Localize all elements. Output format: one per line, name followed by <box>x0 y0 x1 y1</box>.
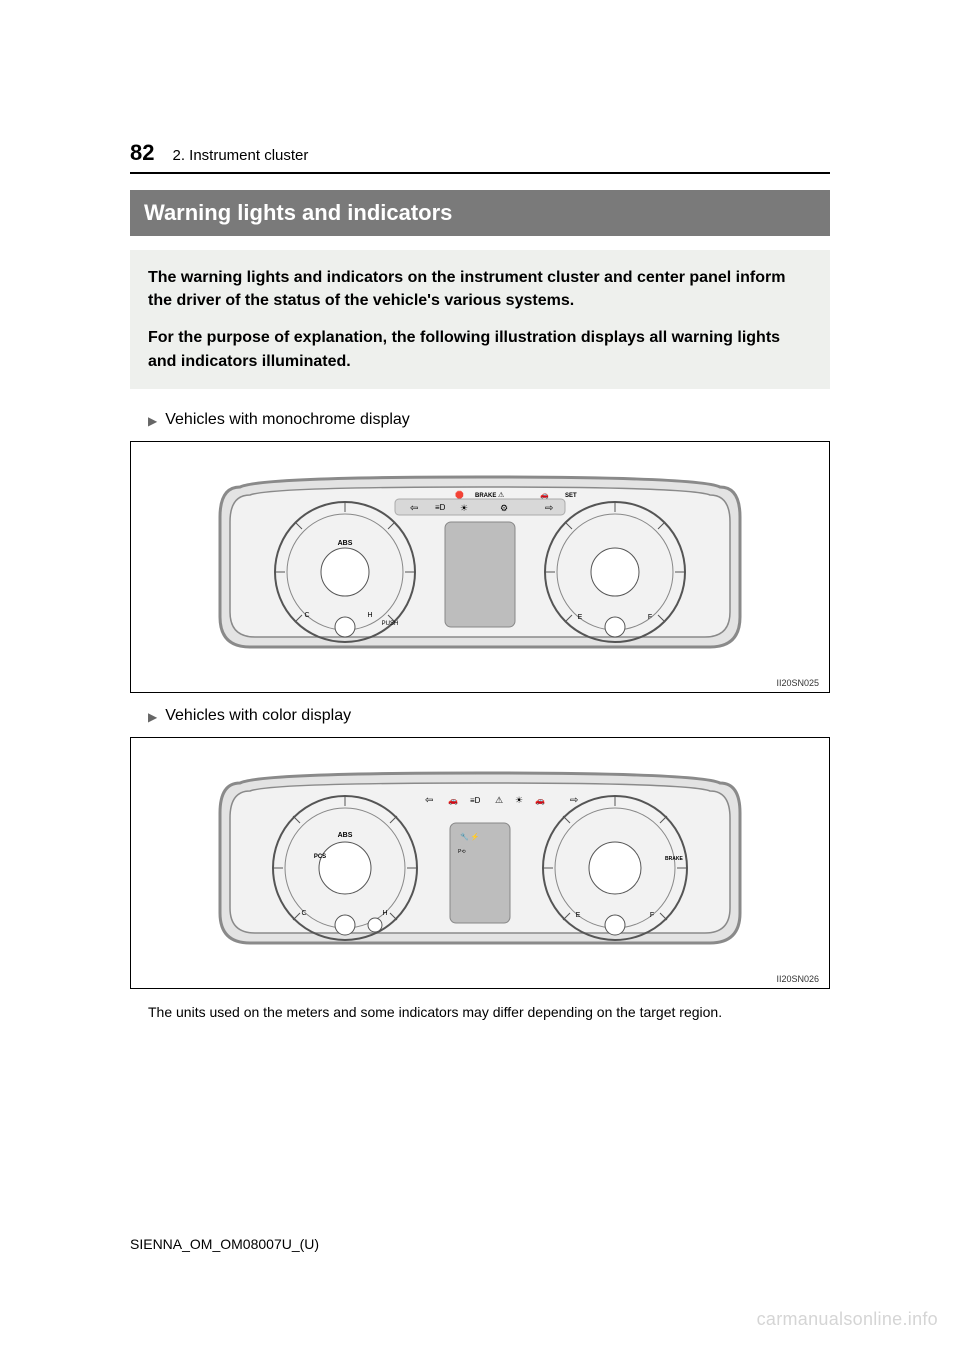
svg-text:C: C <box>304 612 309 619</box>
svg-text:⇦: ⇦ <box>410 503 418 514</box>
svg-text:⇨: ⇨ <box>545 503 553 514</box>
svg-text:P⟲: P⟲ <box>458 849 466 855</box>
page-header: 82 2. Instrument cluster <box>130 140 830 174</box>
bullet-text: Vehicles with color display <box>165 707 351 725</box>
svg-text:H: H <box>382 910 387 917</box>
figure-color-cluster: ABS PCS C H BRAKE E F 🔧 ⚡ P⟲ <box>130 737 830 989</box>
svg-text:BRAKE: BRAKE <box>475 493 496 499</box>
svg-text:⇦: ⇦ <box>425 795 433 806</box>
svg-text:≡D: ≡D <box>435 503 446 512</box>
figure-caption: The units used on the meters and some in… <box>148 1003 830 1023</box>
intro-box: The warning lights and indicators on the… <box>130 250 830 389</box>
figure-code: II20SN025 <box>776 678 819 688</box>
svg-text:PUSH: PUSH <box>382 621 399 627</box>
document-id: SIENNA_OM_OM08007U_(U) <box>130 1236 319 1252</box>
bullet-color: ▶ Vehicles with color display <box>148 707 830 727</box>
page-number: 82 <box>130 140 154 166</box>
svg-text:⚙: ⚙ <box>500 503 508 513</box>
section-label: 2. Instrument cluster <box>172 147 308 164</box>
svg-text:PCS: PCS <box>314 854 326 860</box>
svg-text:≡D: ≡D <box>470 796 481 805</box>
svg-text:ABS: ABS <box>338 540 353 547</box>
svg-text:🚗: 🚗 <box>535 796 545 805</box>
bullet-text: Vehicles with monochrome display <box>165 411 410 429</box>
svg-text:ABS: ABS <box>338 832 353 839</box>
svg-text:SET: SET <box>565 493 577 499</box>
svg-text:BRAKE: BRAKE <box>665 856 683 862</box>
svg-text:F: F <box>648 614 652 621</box>
instrument-cluster-illustration: ABS PCS C H BRAKE E F 🔧 ⚡ P⟲ <box>200 763 760 963</box>
svg-text:🛑: 🛑 <box>455 490 464 499</box>
bullet-icon: ▶ <box>148 707 157 727</box>
svg-text:⚠: ⚠ <box>498 491 504 499</box>
section-title: Warning lights and indicators <box>130 190 830 236</box>
svg-text:E: E <box>576 912 581 919</box>
svg-text:🔧 ⚡: 🔧 ⚡ <box>460 832 479 841</box>
svg-text:E: E <box>578 614 583 621</box>
svg-text:☀: ☀ <box>515 795 523 805</box>
svg-text:C: C <box>301 910 306 917</box>
svg-text:🚗: 🚗 <box>448 796 458 805</box>
intro-paragraph-1: The warning lights and indicators on the… <box>148 266 812 312</box>
svg-text:F: F <box>650 912 654 919</box>
figure-code: II20SN026 <box>776 974 819 984</box>
svg-text:⇨: ⇨ <box>570 795 578 806</box>
watermark: carmanualsonline.info <box>757 1309 938 1330</box>
bullet-icon: ▶ <box>148 411 157 431</box>
svg-text:⚠: ⚠ <box>495 795 503 805</box>
svg-text:H: H <box>367 612 372 619</box>
bullet-monochrome: ▶ Vehicles with monochrome display <box>148 411 830 431</box>
instrument-cluster-illustration: ABS C H PUSH E F ⇦ ≡D ☀ ⚙ <box>200 467 760 667</box>
svg-text:☀: ☀ <box>460 503 468 513</box>
svg-text:🚗: 🚗 <box>540 492 549 499</box>
figure-monochrome-cluster: ABS C H PUSH E F ⇦ ≡D ☀ ⚙ <box>130 441 830 693</box>
intro-paragraph-2: For the purpose of explanation, the foll… <box>148 326 812 372</box>
manual-page: 82 2. Instrument cluster Warning lights … <box>0 0 960 1358</box>
